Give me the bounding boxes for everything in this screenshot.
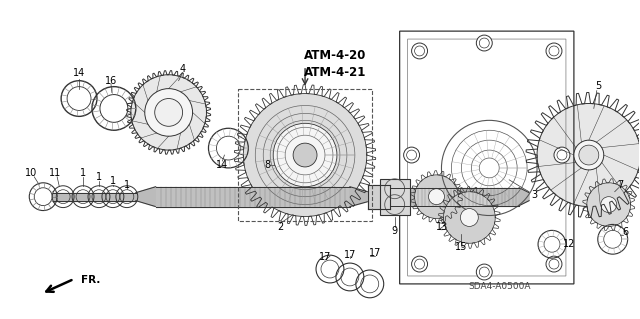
Bar	[380, 179, 410, 214]
Text: 1: 1	[110, 176, 116, 186]
Circle shape	[429, 189, 444, 204]
Text: SDA4-A0500A: SDA4-A0500A	[468, 282, 531, 291]
Text: FR.: FR.	[81, 275, 100, 285]
Circle shape	[412, 256, 428, 272]
Circle shape	[574, 140, 604, 170]
Text: 12: 12	[563, 239, 575, 249]
Circle shape	[412, 43, 428, 59]
Text: 3: 3	[531, 190, 537, 200]
Circle shape	[273, 123, 337, 187]
Text: ATM-4-21: ATM-4-21	[304, 66, 366, 79]
Polygon shape	[350, 187, 368, 207]
Text: 1: 1	[96, 172, 102, 182]
Text: 11: 11	[49, 168, 61, 178]
Text: 14: 14	[216, 160, 228, 170]
Circle shape	[601, 197, 617, 212]
Circle shape	[579, 145, 599, 165]
Text: 2: 2	[277, 222, 284, 233]
Circle shape	[587, 183, 630, 226]
Circle shape	[460, 209, 478, 226]
Text: ATM-4-20: ATM-4-20	[304, 49, 366, 63]
Circle shape	[293, 143, 317, 167]
Circle shape	[145, 89, 193, 136]
Circle shape	[546, 256, 562, 272]
Text: 10: 10	[25, 168, 37, 178]
Text: 15: 15	[455, 242, 468, 252]
Circle shape	[476, 35, 492, 51]
Text: 6: 6	[623, 227, 628, 237]
Text: 8: 8	[264, 160, 270, 170]
Text: 7: 7	[618, 180, 624, 190]
Circle shape	[444, 192, 495, 243]
Polygon shape	[136, 187, 156, 207]
Circle shape	[546, 43, 562, 59]
Circle shape	[155, 99, 182, 126]
Text: 9: 9	[392, 226, 397, 236]
Text: 14: 14	[73, 68, 85, 78]
Text: 1: 1	[80, 168, 86, 178]
Circle shape	[415, 175, 458, 219]
Text: 17: 17	[344, 250, 356, 260]
Text: 1: 1	[124, 180, 130, 190]
Circle shape	[404, 147, 420, 163]
Circle shape	[554, 147, 570, 163]
Bar	[238, 89, 372, 221]
Text: 17: 17	[319, 252, 331, 262]
Text: 5: 5	[596, 81, 602, 91]
Polygon shape	[519, 188, 529, 205]
Circle shape	[243, 93, 367, 217]
Circle shape	[537, 103, 640, 207]
Text: 4: 4	[180, 64, 186, 74]
Text: 16: 16	[105, 76, 117, 86]
Circle shape	[131, 75, 207, 150]
Text: 17: 17	[369, 248, 381, 258]
Circle shape	[476, 264, 492, 280]
Text: 13: 13	[436, 222, 449, 233]
